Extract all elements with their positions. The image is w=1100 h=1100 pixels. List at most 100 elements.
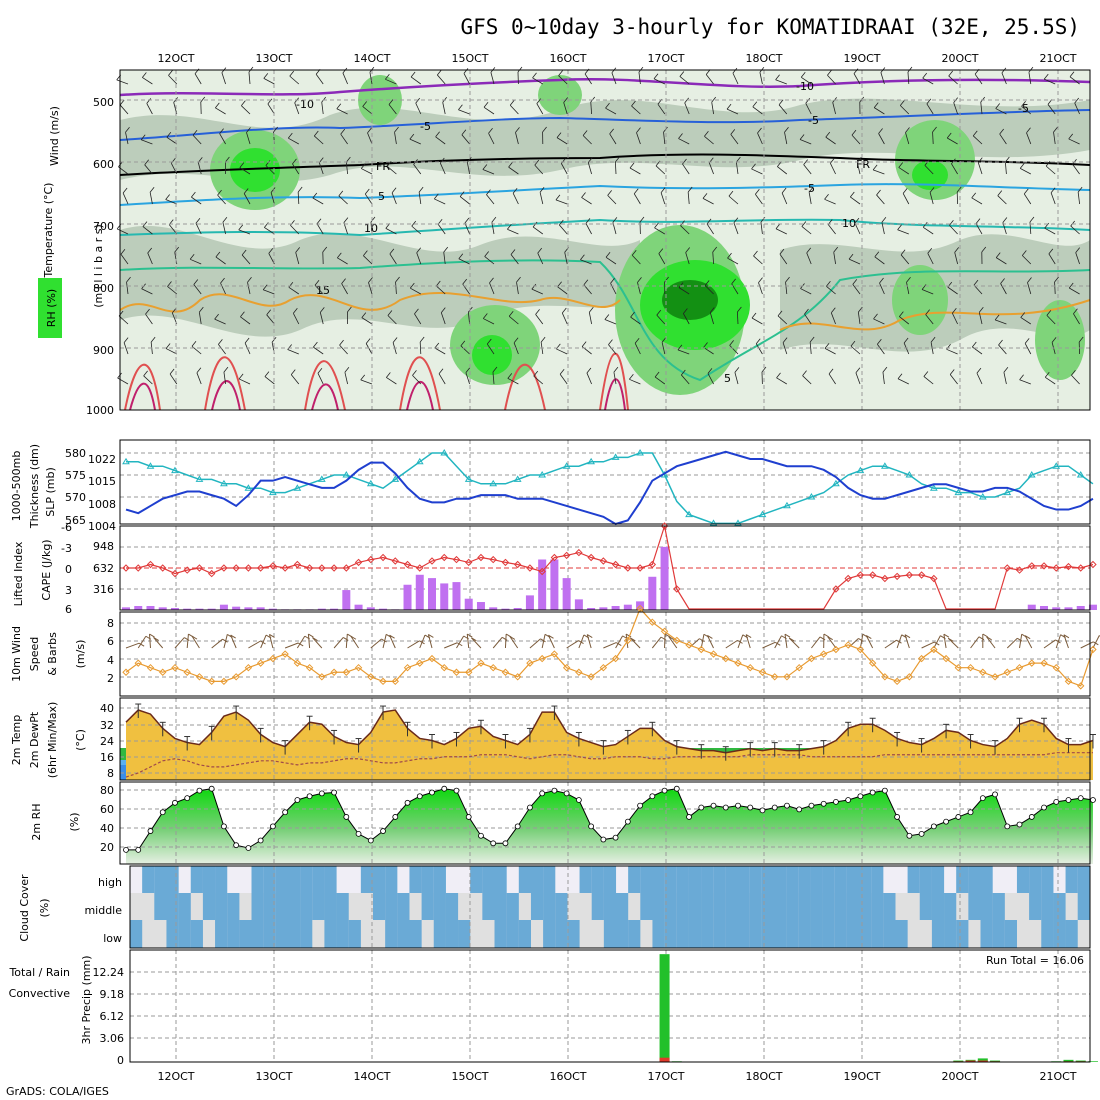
wind-barb-feather [954, 247, 960, 253]
convective-bar [977, 1060, 988, 1062]
wind-barb [440, 312, 446, 325]
wind-barb [321, 102, 324, 115]
thickness-marker [391, 475, 400, 482]
wind-barb-feather [222, 638, 228, 643]
li-marker [930, 574, 938, 583]
wind-barb-feather [661, 337, 667, 343]
wind-barb [211, 638, 223, 649]
wind-barb [194, 73, 202, 85]
wind-barb [186, 634, 189, 649]
wind-barb [222, 222, 226, 235]
wind-barb-feather [264, 222, 269, 228]
wind-barb [386, 377, 397, 385]
wind-barb-feather [263, 73, 269, 79]
wind-barb [986, 636, 996, 649]
wind-barb-feather [1046, 310, 1052, 316]
wind-barb-feather [344, 367, 350, 373]
dewpoint-line [125, 752, 1093, 778]
wind-barb-feather [679, 71, 685, 77]
wind-barb-feather [419, 336, 425, 343]
wind-barb [290, 225, 300, 235]
grid-upper [120, 70, 1090, 410]
wind-barb-feather [532, 72, 537, 79]
wind-barb-feather [492, 366, 498, 373]
cloud-cell [931, 893, 945, 920]
cloud-cell [130, 920, 143, 948]
wind-barb-feather [755, 189, 760, 195]
wind-marker [783, 673, 791, 681]
wind-barb-feather [630, 637, 636, 642]
wind-barb-feather [559, 219, 564, 226]
wind-barb [1073, 313, 1080, 325]
wind-barb [657, 103, 666, 115]
y-tick-label: 948 [93, 540, 114, 553]
cloud-cell [871, 920, 884, 948]
thickness-marker [562, 462, 571, 469]
wind-barb [167, 286, 178, 295]
rh-marker [245, 845, 252, 851]
rh-marker [771, 804, 778, 811]
wind-barb-feather [848, 253, 854, 260]
cloud-cell [324, 920, 337, 948]
wind-barb-feather [238, 224, 244, 231]
cloud-cell [360, 866, 374, 893]
precip-bar [977, 1058, 988, 1062]
cloud-cells [130, 866, 1090, 948]
wind-barb-feather [196, 367, 202, 374]
cloud-cell [275, 893, 288, 920]
wind-barb [873, 318, 885, 325]
thickness-marker [856, 466, 865, 474]
cloud-cell [215, 893, 228, 920]
wind-barb-feather [755, 338, 761, 344]
wind-barb-feather [434, 193, 439, 200]
wind-barb-feather [558, 70, 563, 76]
wind-barb-feather [897, 224, 902, 230]
li-marker [440, 553, 448, 562]
cloud-cell [822, 920, 835, 948]
wind-barb-feather [145, 308, 150, 315]
wind-barb [1069, 287, 1080, 295]
wind-barb-feather [751, 312, 757, 319]
thickness-frame [119, 439, 1091, 525]
wind-barb [532, 77, 544, 85]
wind-barb [192, 134, 202, 145]
wind-barb-feather [737, 306, 742, 313]
wind-barb [608, 344, 617, 355]
wind-barb-feather [313, 341, 318, 348]
cloud-cell [567, 920, 580, 948]
y-tick-label: 6.12 [100, 1010, 125, 1023]
wind-barb [924, 165, 934, 175]
wind-barb [830, 312, 836, 325]
y-tick-label: 9.18 [100, 988, 125, 1001]
wind-barb-feather [803, 159, 808, 165]
cloud-cell [773, 920, 787, 948]
wind-barb [779, 253, 788, 265]
wind-barb [464, 222, 470, 235]
rh-marker [575, 797, 582, 803]
cloud-cell [494, 866, 507, 893]
cloud-cell [859, 866, 872, 893]
wind-barb [463, 73, 470, 85]
wind-barb-feather [776, 372, 781, 379]
cloud-cell [543, 920, 556, 948]
wind-barb-feather [513, 337, 519, 344]
wind-barb-feather [729, 340, 734, 346]
wind-barb [529, 638, 541, 649]
wind-marker [171, 663, 179, 672]
wind-barb-feather [784, 126, 789, 133]
wind-barb [126, 282, 129, 295]
wind-barb [486, 343, 495, 355]
cloud-cell [166, 920, 179, 948]
wind-barb-feather [319, 307, 325, 313]
wind-barb-feather [629, 374, 634, 380]
wind-barb-feather [580, 254, 585, 260]
wind-barb-feather [297, 186, 303, 193]
wind-barb-feather [806, 247, 812, 254]
wind-barb-feather [293, 308, 298, 314]
wind-barb-feather [192, 129, 198, 136]
time-label: 21OCT [1039, 52, 1076, 65]
wind-barb [704, 285, 714, 295]
cloud-cell [846, 866, 860, 893]
time-label: 20OCT [941, 52, 978, 65]
